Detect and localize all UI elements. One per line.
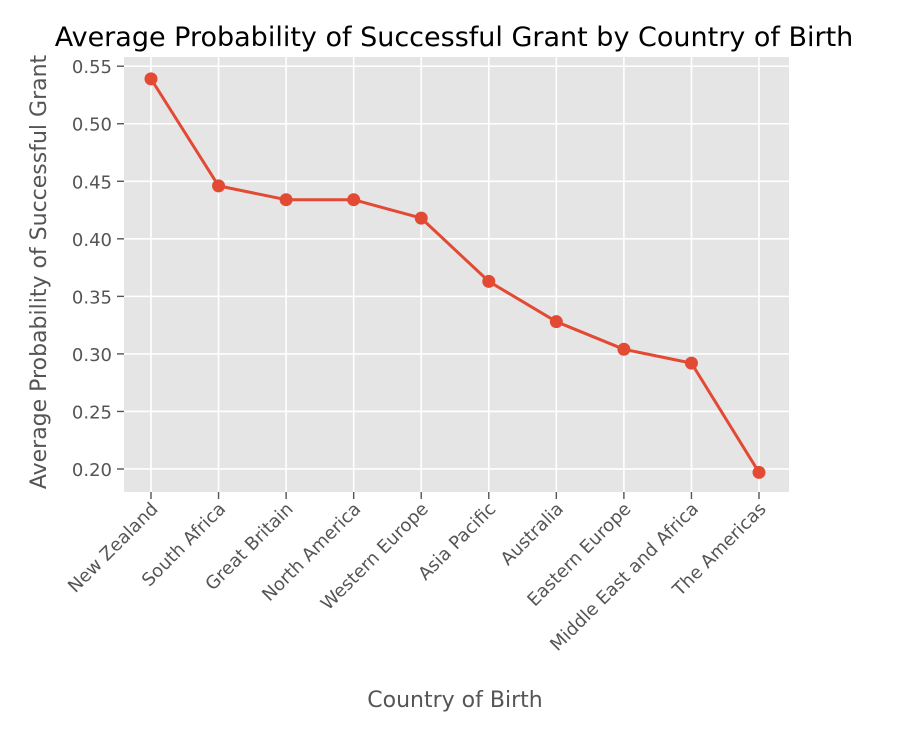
data-point <box>144 72 158 86</box>
data-point <box>212 179 226 193</box>
data-point <box>752 465 766 479</box>
data-point <box>279 193 293 207</box>
grid <box>124 57 789 492</box>
y-tick-label: 0.55 <box>72 57 112 78</box>
data-point <box>414 211 428 225</box>
y-tick-label: 0.35 <box>72 287 112 308</box>
data-point <box>617 342 631 356</box>
chart-title: Average Probability of Successful Grant … <box>55 22 854 53</box>
plot-area <box>124 57 789 492</box>
data-point <box>482 274 496 288</box>
data-point <box>684 356 698 370</box>
data-point <box>347 193 361 207</box>
y-tick-label: 0.50 <box>72 115 112 136</box>
y-axis-label: Average Probability of Successful Grant <box>27 54 52 489</box>
x-tick-label: Australia <box>497 499 568 570</box>
y-tick-label: 0.45 <box>72 172 112 193</box>
y-tick-label: 0.40 <box>72 230 112 251</box>
y-tick-label: 0.30 <box>72 345 112 366</box>
series <box>144 72 766 479</box>
y-tick-label: 0.20 <box>72 460 112 481</box>
data-point <box>549 315 563 329</box>
x-axis-label: Country of Birth <box>367 688 542 713</box>
y-tick-label: 0.25 <box>72 402 112 423</box>
series-line <box>149 78 761 474</box>
